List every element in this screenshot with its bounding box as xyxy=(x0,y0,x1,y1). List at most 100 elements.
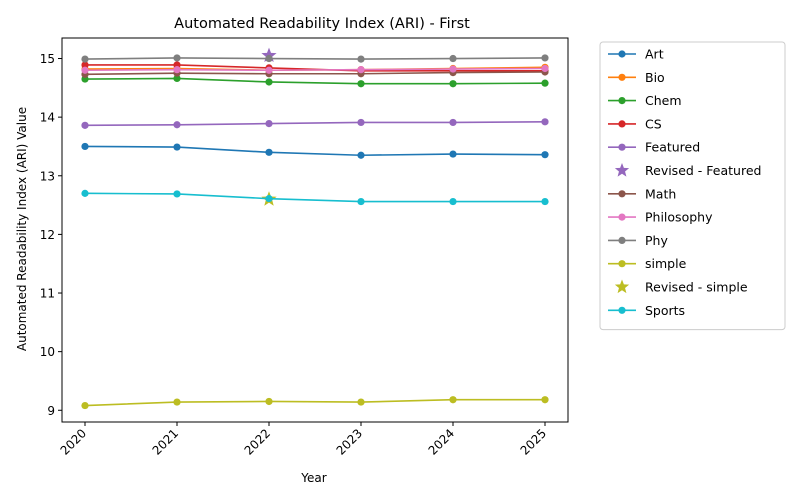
y-tick-label: 14 xyxy=(40,111,55,125)
plot-frame xyxy=(61,37,569,423)
data-point-phy xyxy=(81,55,89,63)
data-point-simple xyxy=(81,401,89,410)
legend-star-marker xyxy=(614,163,630,177)
star-marker-revised-featured xyxy=(261,47,277,63)
series-philosophy xyxy=(81,64,549,74)
x-tick-label: 2022 xyxy=(242,426,273,457)
legend-label: Phy xyxy=(645,233,668,248)
legend-item-chem: Chem xyxy=(608,93,682,108)
data-point-phy xyxy=(449,54,457,63)
legend-label: Featured xyxy=(645,140,700,155)
series-line-art xyxy=(84,145,546,157)
legend-label: Revised - Featured xyxy=(645,163,761,178)
legend-marker xyxy=(618,213,626,221)
legend-marker xyxy=(618,120,626,128)
data-point-featured xyxy=(81,121,89,129)
legend-marker xyxy=(618,260,626,268)
series-line-chem xyxy=(84,77,546,85)
legend-label: Bio xyxy=(645,70,665,85)
data-point-art xyxy=(449,150,457,158)
series-line-simple xyxy=(84,398,545,407)
legend-item-revised-featured: Revised - Featured xyxy=(614,163,761,178)
data-point-chem xyxy=(449,80,457,88)
series-featured xyxy=(81,118,549,129)
data-point-art xyxy=(265,148,273,156)
data-point-sports xyxy=(265,195,273,203)
data-point-phy xyxy=(357,55,365,63)
data-point-featured xyxy=(449,118,457,127)
legend-star-marker xyxy=(614,279,630,294)
y-tick-label: 12 xyxy=(40,228,55,242)
data-point-phy xyxy=(541,54,549,62)
legend-item-simple: simple xyxy=(608,256,687,271)
legend-item-math: Math xyxy=(608,186,676,201)
legend-item-phy: Phy xyxy=(608,233,668,248)
data-point-cs xyxy=(81,61,89,69)
legend-item-art: Art xyxy=(608,47,664,62)
legend-marker xyxy=(618,97,626,105)
data-point-featured xyxy=(265,119,273,128)
data-point-simple xyxy=(357,398,365,406)
x-tick-label: 2023 xyxy=(334,426,365,457)
series-chem xyxy=(81,74,549,88)
data-point-chem xyxy=(173,74,181,83)
legend-item-revised-simple: Revised - simple xyxy=(614,279,748,295)
data-point-philosophy xyxy=(449,65,457,73)
data-point-simple xyxy=(265,397,273,406)
data-point-sports xyxy=(173,190,181,198)
data-point-sports xyxy=(541,197,549,206)
legend-item-bio: Bio xyxy=(608,70,665,85)
y-tick-label: 11 xyxy=(40,287,55,301)
legend-item-cs: CS xyxy=(608,116,662,131)
x-tick-label: 2025 xyxy=(518,426,549,457)
legend-marker xyxy=(618,236,626,244)
data-point-phy xyxy=(265,54,273,63)
data-point-philosophy xyxy=(81,66,89,74)
data-point-philosophy xyxy=(265,66,273,74)
data-point-art xyxy=(357,151,365,159)
x-tick-label: 2021 xyxy=(150,426,181,457)
chart-title: Automated Readability Index (ARI) - Firs… xyxy=(174,16,470,32)
series-line-math xyxy=(84,71,546,76)
series-revised-featured xyxy=(261,47,277,63)
legend-label: Chem xyxy=(645,93,682,108)
data-point-art xyxy=(173,143,181,151)
x-tick-label: 2020 xyxy=(58,426,89,457)
x-tick-label: 2024 xyxy=(426,426,457,457)
data-point-phy xyxy=(173,54,181,62)
series-art xyxy=(81,142,549,159)
legend-label: Sports xyxy=(645,303,685,318)
series-line-sports xyxy=(84,192,545,203)
legend-label: Philosophy xyxy=(645,210,713,225)
legend-item-philosophy: Philosophy xyxy=(608,210,713,225)
series-simple xyxy=(81,396,549,410)
data-point-chem xyxy=(357,80,365,88)
series-line-phy xyxy=(84,57,546,60)
y-tick-label: 9 xyxy=(47,404,55,418)
legend-item-sports: Sports xyxy=(608,303,685,318)
legend-marker xyxy=(618,306,626,314)
data-point-sports xyxy=(449,197,457,206)
data-point-art xyxy=(81,142,89,151)
data-point-art xyxy=(541,151,549,159)
legend-label: Revised - simple xyxy=(645,280,748,295)
legend-marker xyxy=(618,143,626,151)
x-axis-title: Year xyxy=(300,471,326,485)
data-point-chem xyxy=(541,79,549,87)
series-sports xyxy=(81,189,549,206)
legend-label: Math xyxy=(645,186,676,201)
legend-marker xyxy=(618,73,626,81)
data-point-featured xyxy=(357,118,365,127)
data-point-philosophy xyxy=(541,64,549,73)
legend-box xyxy=(599,41,786,331)
plot-area: 9 10 11 12 13 14 15 2020 2021 2022 2023 2024 2025 xyxy=(40,37,569,458)
legend: Art Bio Chem CS Featured Revised - Featured Ma… xyxy=(599,41,786,331)
legend-label: Art xyxy=(645,47,664,62)
data-point-simple xyxy=(449,396,457,404)
data-point-simple xyxy=(541,396,549,404)
y-tick-label: 10 xyxy=(40,345,55,359)
legend-marker xyxy=(618,50,626,58)
legend-label: CS xyxy=(645,116,662,131)
